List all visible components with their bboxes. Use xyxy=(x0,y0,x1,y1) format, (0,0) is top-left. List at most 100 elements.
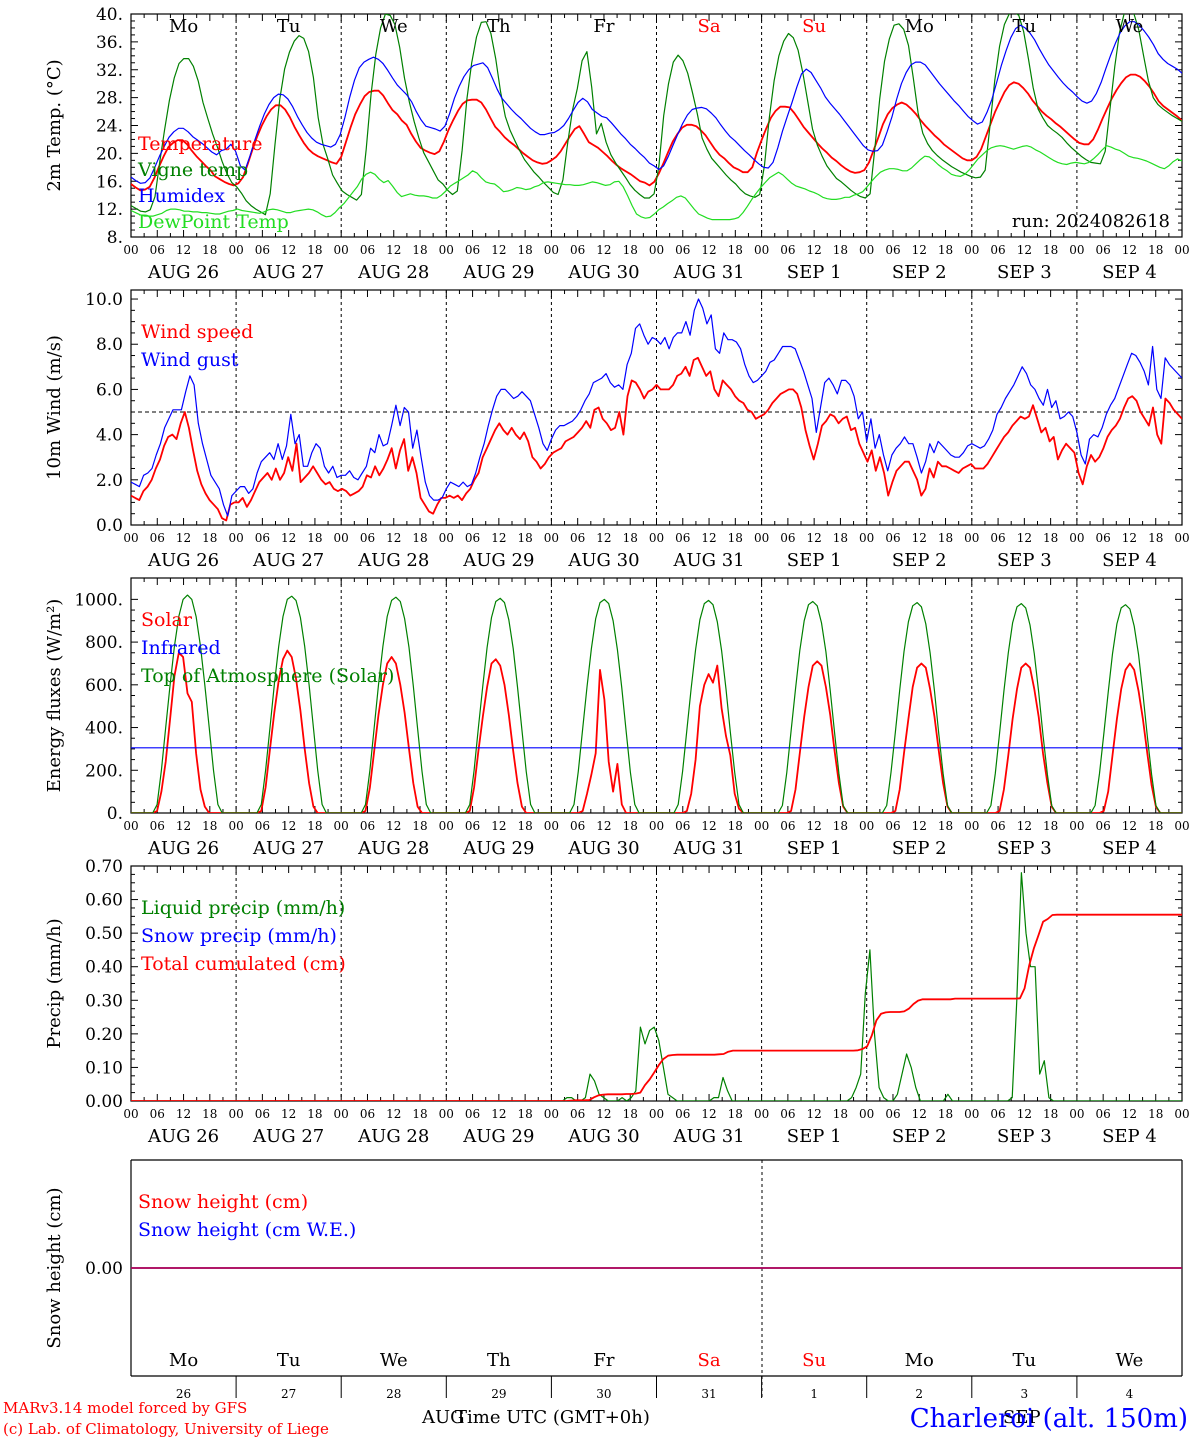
hour-tick-label: 18 xyxy=(202,531,217,545)
hour-tick-label: 06 xyxy=(360,819,375,833)
series-line-wind-speed xyxy=(131,356,1182,522)
date-label: AUG 27 xyxy=(252,838,324,859)
series-line-solar xyxy=(131,649,1182,813)
hour-tick-label: 00 xyxy=(859,819,874,833)
hour-tick-label: 00 xyxy=(649,243,664,257)
hour-tick-label: 12 xyxy=(912,531,927,545)
y-tick-label: 32. xyxy=(96,61,123,81)
run-label: run: 2024082618 xyxy=(1012,211,1170,232)
hour-tick-label: 12 xyxy=(912,1107,927,1121)
y-tick-label: 200. xyxy=(85,761,123,781)
panel-precip-mm-h: 00 06 12 18 00 06 12 18 00 06 12 18 00 06 12 18 00 06 12 18… xyxy=(44,857,1190,1147)
hour-tick-label: 12 xyxy=(807,1107,822,1121)
hour-tick-label: 00 xyxy=(859,531,874,545)
legend-vigne-temp: Vigne temp xyxy=(137,159,248,181)
hour-tick-label: 06 xyxy=(465,531,480,545)
date-label: SEP 4 xyxy=(1102,550,1157,571)
hour-tick-label: 00 xyxy=(649,819,664,833)
hour-tick-label: 00 xyxy=(754,1107,769,1121)
date-label: AUG 29 xyxy=(462,550,534,571)
date-number-label: 4 xyxy=(1126,1387,1134,1401)
legend-infrared: Infrared xyxy=(141,637,221,659)
date-label: SEP 1 xyxy=(787,838,842,859)
hour-tick-label: 18 xyxy=(307,243,322,257)
hour-tick-label: 06 xyxy=(570,243,585,257)
series-group xyxy=(131,594,1182,813)
weekday-label: Su xyxy=(802,1350,826,1371)
y-tick-label: 0.60 xyxy=(85,891,123,911)
series-line-total-cumulated-cm xyxy=(131,913,1182,1101)
hour-tick-label: 18 xyxy=(517,531,532,545)
series-group xyxy=(131,14,1182,221)
legend-dewpoint-temp: DewPoint Temp xyxy=(138,211,289,233)
legend-solar: Solar xyxy=(141,609,193,631)
date-number-label: 26 xyxy=(176,1387,191,1401)
hour-tick-label: 06 xyxy=(990,531,1005,545)
date-number-label: 1 xyxy=(810,1387,818,1401)
date-label: AUG 28 xyxy=(357,838,429,859)
month-left-label: AUG xyxy=(421,1407,465,1428)
hour-tick-label: 12 xyxy=(1017,1107,1032,1121)
hour-tick-label: 06 xyxy=(255,1107,270,1121)
hour-tick-label: 00 xyxy=(439,1107,454,1121)
date-label: AUG 27 xyxy=(252,1126,324,1147)
hour-tick-label: 12 xyxy=(1122,243,1137,257)
hour-tick-label: 00 xyxy=(123,243,138,257)
hour-tick-label: 12 xyxy=(491,819,506,833)
date-label: AUG 31 xyxy=(672,262,744,283)
hour-tick-label: 06 xyxy=(780,819,795,833)
hour-tick-label: 12 xyxy=(701,531,716,545)
date-number-label: 27 xyxy=(281,1387,296,1401)
hour-tick-label: 06 xyxy=(675,1107,690,1121)
hour-tick-label: 06 xyxy=(465,1107,480,1121)
panels: 00 06 12 18 00 06 12 18 00 06 12 18 00 06 12 18 00 06 12 18… xyxy=(44,5,1190,1401)
hour-tick-label: 12 xyxy=(1122,531,1137,545)
hour-tick-label: 06 xyxy=(465,819,480,833)
date-number-label: 31 xyxy=(701,1387,716,1401)
hour-tick-label: 18 xyxy=(1043,819,1058,833)
hour-tick-label: 00 xyxy=(544,1107,559,1121)
y-axis-label: Precip (mm/h) xyxy=(44,918,65,1048)
hour-tick-label: 12 xyxy=(491,243,506,257)
hour-tick-label: 00 xyxy=(1069,243,1084,257)
hour-tick-label: 12 xyxy=(176,819,191,833)
hour-tick-label: 00 xyxy=(228,1107,243,1121)
date-number-label: 30 xyxy=(596,1387,611,1401)
series-line-dewpoint-temp xyxy=(131,145,1182,221)
hour-tick-label: 12 xyxy=(176,531,191,545)
hour-tick-label: 12 xyxy=(596,531,611,545)
date-label: AUG 27 xyxy=(252,262,324,283)
date-label: AUG 26 xyxy=(147,1126,219,1147)
date-label: AUG 30 xyxy=(567,838,639,859)
weekday-label: Tu xyxy=(1013,1350,1037,1371)
y-tick-label: 4.0 xyxy=(96,426,123,446)
date-label: SEP 3 xyxy=(997,1126,1052,1147)
legend-liquid-precip-mm-h: Liquid precip (mm/h) xyxy=(141,897,345,919)
hour-tick-label: 12 xyxy=(281,243,296,257)
hour-tick-label: 06 xyxy=(675,243,690,257)
hour-tick-label: 00 xyxy=(334,531,349,545)
hour-tick-label: 00 xyxy=(1069,1107,1084,1121)
weekday-label: Tu xyxy=(1013,16,1037,37)
hour-tick-label: 12 xyxy=(386,819,401,833)
legend-snow-height-cm-w-e: Snow height (cm W.E.) xyxy=(138,1219,356,1241)
y-tick-label: 0.50 xyxy=(85,924,123,944)
hour-tick-label: 18 xyxy=(202,819,217,833)
hour-tick-label: 00 xyxy=(228,243,243,257)
hour-tick-label: 18 xyxy=(728,1107,743,1121)
hour-tick-label: 06 xyxy=(780,531,795,545)
series-line-vigne-temp xyxy=(131,14,1182,216)
legend-snow-precip-mm-h: Snow precip (mm/h) xyxy=(141,925,337,947)
date-label: AUG 27 xyxy=(252,550,324,571)
y-tick-label: 600. xyxy=(85,676,123,696)
date-label: SEP 4 xyxy=(1102,262,1157,283)
y-tick-label: 40. xyxy=(96,5,123,25)
hour-tick-label: 18 xyxy=(517,1107,532,1121)
hour-tick-label: 18 xyxy=(412,531,427,545)
y-tick-label: 0. xyxy=(107,804,123,824)
y-axis-label: Snow height (cm) xyxy=(44,1187,65,1348)
weekday-label: Mo xyxy=(169,1350,198,1371)
hour-tick-label: 06 xyxy=(360,243,375,257)
weekday-label: Tu xyxy=(277,16,301,37)
hour-tick-label: 18 xyxy=(307,819,322,833)
